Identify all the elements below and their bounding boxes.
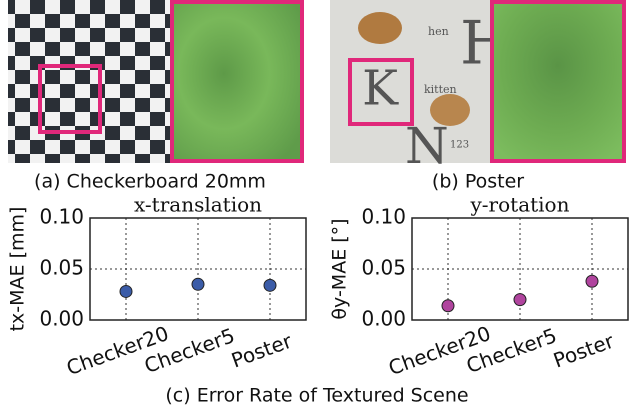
point bbox=[120, 285, 132, 297]
chart-title: x-translation bbox=[134, 193, 262, 217]
poster-text: 123 bbox=[450, 140, 469, 151]
poster-image: H K N hen kitten 123 bbox=[330, 0, 626, 175]
point bbox=[442, 300, 454, 312]
y-tick-label: 0.00 bbox=[361, 307, 406, 331]
checkerboard-image bbox=[8, 0, 304, 163]
y-axis-label: θy-MAE [°] bbox=[329, 218, 351, 319]
poster-text: hen bbox=[428, 25, 449, 38]
point bbox=[514, 294, 526, 306]
y-tick-label: 0.10 bbox=[39, 205, 84, 229]
y-tick-label: 0.00 bbox=[39, 307, 84, 331]
y-tick-label: 0.05 bbox=[39, 256, 84, 280]
x-tick-label: Poster bbox=[550, 328, 618, 372]
y-axis-label: tx-MAE [mm] bbox=[7, 207, 29, 332]
figure: H K N hen kitten 123 (a) Checkerboard 20… bbox=[0, 0, 634, 410]
point bbox=[586, 275, 598, 287]
y-tick-label: 0.10 bbox=[361, 205, 406, 229]
panel-caption: (b) Poster bbox=[432, 171, 524, 193]
point bbox=[264, 279, 276, 291]
poster-text: K bbox=[362, 61, 399, 117]
point bbox=[192, 278, 204, 290]
y-tick-label: 0.05 bbox=[361, 256, 406, 280]
x-tick-label: Poster bbox=[228, 328, 296, 372]
panel-caption: (a) Checkerboard 20mm bbox=[34, 171, 266, 193]
poster-text: kitten bbox=[424, 83, 457, 96]
chart-title: y-rotation bbox=[470, 193, 570, 217]
figure-caption: (c) Error Rate of Textured Scene bbox=[165, 385, 468, 407]
